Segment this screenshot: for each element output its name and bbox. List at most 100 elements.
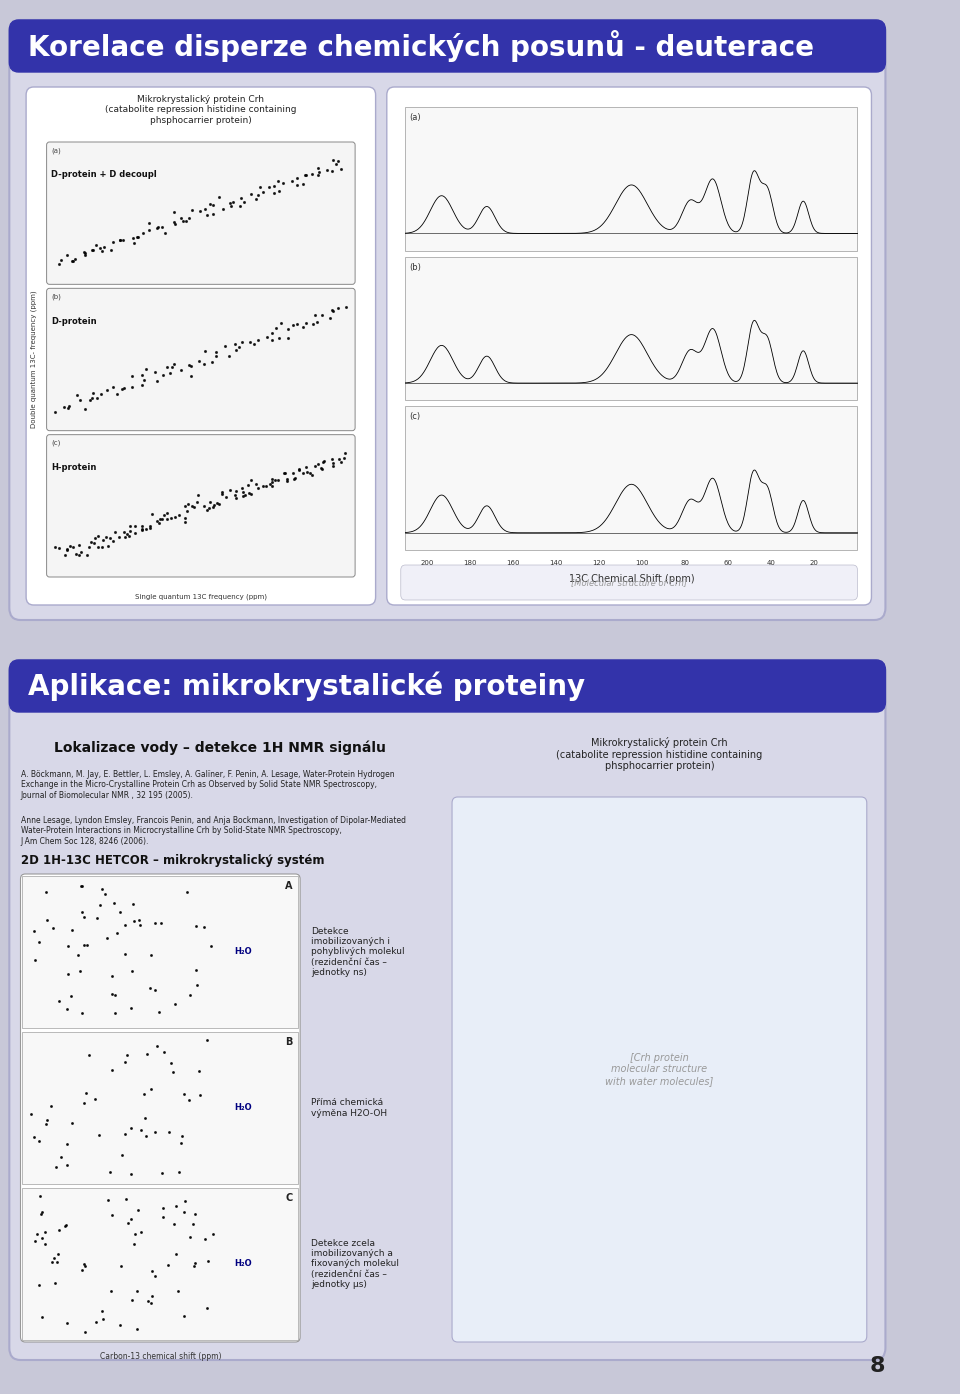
Point <box>112 1315 128 1337</box>
Point <box>59 1213 74 1235</box>
Point <box>99 526 114 548</box>
Point <box>105 376 120 399</box>
Point <box>134 375 150 397</box>
FancyBboxPatch shape <box>26 86 375 605</box>
Point <box>106 230 121 252</box>
Point <box>330 297 346 319</box>
FancyBboxPatch shape <box>10 659 885 712</box>
Point <box>147 361 162 383</box>
Point <box>204 350 219 372</box>
FancyBboxPatch shape <box>20 874 300 1342</box>
Point <box>116 521 132 544</box>
Point <box>49 1250 64 1273</box>
Point <box>155 1161 170 1184</box>
Point <box>236 481 252 503</box>
Point <box>60 998 75 1020</box>
Point <box>111 526 127 548</box>
FancyBboxPatch shape <box>47 289 355 431</box>
Point <box>105 1058 120 1080</box>
Point <box>84 531 99 553</box>
Point <box>197 353 212 375</box>
Text: Carbon-13 chemical shift (ppm): Carbon-13 chemical shift (ppm) <box>100 1352 221 1361</box>
Point <box>201 498 216 520</box>
Point <box>166 212 181 234</box>
Point <box>161 1121 177 1143</box>
Point <box>134 514 150 537</box>
Point <box>128 1223 143 1245</box>
Point <box>54 1146 69 1168</box>
Point <box>37 1232 53 1255</box>
Point <box>251 184 266 206</box>
Point <box>126 909 141 931</box>
Point <box>75 901 90 923</box>
Point <box>87 527 103 549</box>
Point <box>173 358 188 381</box>
Point <box>67 248 83 270</box>
Point <box>262 474 277 496</box>
Point <box>154 912 169 934</box>
Point <box>325 454 341 477</box>
Point <box>71 534 86 556</box>
Point <box>238 484 253 506</box>
Point <box>125 1288 140 1310</box>
Point <box>123 997 138 1019</box>
Point <box>149 369 164 392</box>
Point <box>69 383 84 406</box>
Point <box>251 329 266 351</box>
Point <box>208 342 224 364</box>
Point <box>255 475 271 498</box>
Point <box>190 491 205 513</box>
Point <box>119 1044 134 1066</box>
Point <box>77 1253 92 1276</box>
Point <box>215 198 230 220</box>
Point <box>63 984 79 1006</box>
Point <box>319 159 334 181</box>
Point <box>135 222 151 244</box>
Point <box>177 512 192 534</box>
Text: H₂O: H₂O <box>234 1260 252 1269</box>
Point <box>234 332 250 354</box>
Point <box>180 492 195 514</box>
Point <box>228 480 244 502</box>
Point <box>196 916 211 938</box>
Point <box>249 473 264 495</box>
Text: H-protein: H-protein <box>51 463 97 473</box>
Point <box>59 538 74 560</box>
Point <box>142 517 157 539</box>
Point <box>148 1264 163 1287</box>
Point <box>332 447 348 470</box>
Text: Korelace disperze chemických posunů - deuterace: Korelace disperze chemických posunů - de… <box>28 31 814 61</box>
Point <box>333 450 348 473</box>
Point <box>104 965 119 987</box>
Point <box>276 463 292 485</box>
Point <box>202 194 217 216</box>
Point <box>178 1190 193 1213</box>
Point <box>88 234 104 256</box>
Point <box>148 979 163 1001</box>
Text: Aplikace: mikrokrystalické proteiny: Aplikace: mikrokrystalické proteiny <box>28 672 585 701</box>
Point <box>166 1213 181 1235</box>
Point <box>104 983 119 1005</box>
Point <box>182 1225 198 1248</box>
Point <box>317 450 332 473</box>
Point <box>247 333 262 355</box>
Point <box>28 948 43 970</box>
Point <box>31 1131 46 1153</box>
Point <box>311 163 326 185</box>
Point <box>209 492 225 514</box>
Point <box>119 1188 134 1210</box>
Text: A. Böckmann, M. Jay, E. Bettler, L. Emsley, A. Galïner, F. Penin, A. Lesage, Wat: A. Böckmann, M. Jay, E. Bettler, L. Emsl… <box>20 769 395 800</box>
Point <box>72 959 87 981</box>
Text: (a): (a) <box>51 146 61 153</box>
Point <box>34 1203 49 1225</box>
Point <box>181 354 197 376</box>
Point <box>204 1224 220 1246</box>
Point <box>87 1087 103 1110</box>
Point <box>115 229 131 251</box>
Point <box>96 1308 111 1330</box>
Point <box>336 447 351 470</box>
Point <box>285 461 300 484</box>
Point <box>78 397 93 420</box>
Text: [Crh protein
molecular structure
with water molecules]: [Crh protein molecular structure with wa… <box>606 1052 713 1086</box>
Point <box>157 222 173 244</box>
